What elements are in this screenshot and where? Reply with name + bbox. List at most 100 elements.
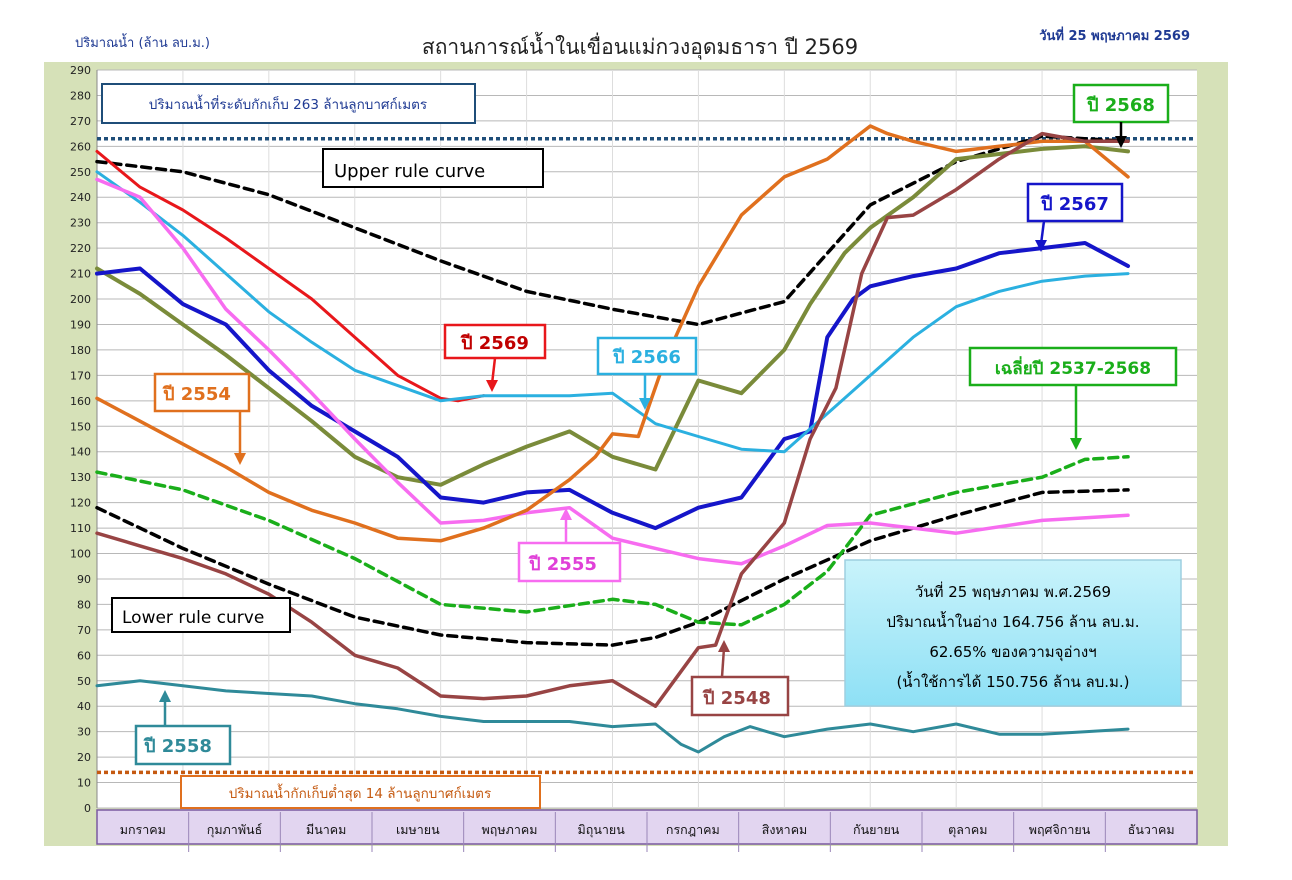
- info-date: วันที่ 25 พฤษภาคม พ.ศ.2569: [915, 581, 1111, 601]
- y-tick-label: 30: [77, 726, 91, 739]
- label-2566: ปี 2566: [596, 336, 698, 410]
- label-2554-text: ปี 2554: [162, 384, 231, 405]
- y-tick-label: 260: [70, 140, 91, 153]
- label-2567-arrowhead: [1035, 240, 1047, 252]
- info-usable: (น้ำใช้การได้ 150.756 ล้าน ลบ.ม.): [896, 671, 1129, 691]
- y-tick-label: 110: [70, 522, 91, 535]
- y-tick-label: 250: [70, 166, 91, 179]
- label-2548-arrow: [720, 647, 726, 678]
- label-2567-text: ปี 2567: [1040, 194, 1109, 215]
- label-2569-arrow: [490, 357, 497, 385]
- chart-title: สถานการณ์น้ำในเขื่อนแม่กวงอุดมธารา ปี 25…: [422, 32, 858, 60]
- y-tick-label: 0: [84, 802, 91, 815]
- series-line: [95, 144, 1130, 487]
- label-2554-box: [153, 372, 251, 413]
- y-tick-label: 240: [70, 191, 91, 204]
- label-2548-box: [690, 675, 790, 717]
- y-tick-label: 280: [70, 89, 91, 102]
- month-label: กุมภาพันธ์: [207, 822, 262, 838]
- y-tick-label: 80: [77, 598, 91, 611]
- y-tick-label: 140: [70, 446, 91, 459]
- month-label: กันยายน: [853, 822, 900, 837]
- label-2558-box: [134, 724, 232, 766]
- label-min-storage: ปริมาณน้ำกักเก็บต่ำสุด 14 ล้านลูกบาศก์เม…: [180, 775, 541, 809]
- series-line: [95, 170, 1130, 454]
- label-2569-box: [443, 323, 547, 360]
- storage-capacity-box: [101, 83, 476, 124]
- date-label: วันที่ 25 พฤษภาคม 2569: [1039, 26, 1190, 44]
- y-axis-ticks: 0 10 20 30 40 50 60 70 80 90 100 110 120 130 140 150 160…: [70, 64, 91, 815]
- label-2555-box: [517, 541, 622, 583]
- y-tick-label: 60: [77, 649, 91, 662]
- min-storage-text: ปริมาณน้ำกักเก็บต่ำสุด 14 ล้านลูกบาศก์เม…: [229, 783, 491, 802]
- month-label: พฤษภาคม: [482, 822, 538, 837]
- y-tick-label: 220: [70, 242, 91, 255]
- month-label: มิถุนายน: [578, 822, 626, 838]
- label-2566-arrowhead: [639, 398, 651, 410]
- reference-lines: [97, 136, 1193, 775]
- label-average-box: [968, 346, 1178, 387]
- month-labels: มกราคม กุมภาพันธ์ มีนาคม เมษายน พฤษภาคม มิถุน…: [120, 812, 1175, 852]
- y-tick-label: 120: [70, 497, 91, 510]
- label-2558-arrowhead: [159, 690, 171, 702]
- info-percent: 62.65% ของความจุอ่างฯ: [929, 643, 1096, 662]
- label-average-arrowhead: [1070, 438, 1082, 450]
- y-tick-label: 20: [77, 751, 91, 764]
- label-2568-text: ปี 2568: [1086, 95, 1155, 116]
- y-axis-title: ปริมาณน้ำ (ล้าน ลบ.ม.): [75, 33, 210, 51]
- month-label: ธันวาคม: [1128, 822, 1175, 837]
- label-2569-arrowhead: [486, 380, 498, 392]
- label-2555: ปี 2555: [517, 508, 622, 583]
- lower-rule-box: [111, 597, 291, 633]
- y-tick-label: 200: [70, 293, 91, 306]
- y-tick-label: 150: [70, 420, 91, 433]
- label-2558-text: ปี 2558: [143, 736, 212, 757]
- label-2558: ปี 2558: [134, 690, 232, 766]
- y-tick-label: 190: [70, 318, 91, 331]
- series-line: [95, 455, 1130, 627]
- label-2567-box: [1026, 182, 1124, 223]
- label-2569-text: ปี 2569: [460, 333, 529, 354]
- info-box: วันที่ 25 พฤษภาคม พ.ศ.2569 ปริมาณน้ำในอ่…: [844, 559, 1182, 707]
- series-line: [95, 679, 1130, 754]
- label-2568: ปี 2568: [1072, 83, 1170, 148]
- data-series: [95, 124, 1130, 754]
- label-storage-capacity: ปริมาณน้ำที่ระดับกักเก็บ 263 ล้านลูกบาศก…: [101, 83, 476, 124]
- y-tick-label: 10: [77, 777, 91, 790]
- y-tick-label: 130: [70, 471, 91, 484]
- label-lower-rule-curve: Lower rule curve: [111, 597, 291, 633]
- y-tick-label: 70: [77, 624, 91, 637]
- month-label: เมษายน: [396, 822, 440, 837]
- y-tick-label: 180: [70, 344, 91, 357]
- month-label: สิงหาคม: [762, 822, 808, 837]
- month-label: ตุลาคม: [948, 822, 987, 838]
- y-tick-label: 160: [70, 395, 91, 408]
- month-label: มกราคม: [120, 822, 166, 837]
- series-line: [95, 488, 1130, 647]
- label-2566-box: [596, 336, 698, 376]
- y-tick-label: 230: [70, 217, 91, 230]
- y-tick-label: 170: [70, 369, 91, 382]
- min-storage-box: [180, 775, 541, 809]
- series-line: [95, 177, 1130, 566]
- y-tick-label: 100: [70, 548, 91, 561]
- label-2569: ปี 2569: [443, 323, 547, 392]
- y-tick-label: 50: [77, 675, 91, 688]
- month-label: กรกฎาคม: [666, 822, 720, 837]
- y-tick-label: 90: [77, 573, 91, 586]
- label-2555-text: ปี 2555: [528, 554, 597, 575]
- month-label: พฤศจิกายน: [1029, 822, 1091, 837]
- y-tick-label: 210: [70, 268, 91, 281]
- label-2548: ปี 2548: [690, 640, 790, 717]
- lower-rule-text: Lower rule curve: [122, 608, 264, 628]
- label-2555-arrowhead: [560, 508, 572, 520]
- label-2567: ปี 2567: [1026, 182, 1124, 252]
- upper-rule-box: [322, 148, 544, 188]
- label-2554: ปี 2554: [153, 372, 251, 465]
- label-upper-rule-curve: Upper rule curve: [322, 148, 544, 188]
- info-volume: ปริมาณน้ำในอ่าง 164.756 ล้าน ลบ.ม.: [886, 611, 1139, 631]
- label-2548-text: ปี 2548: [702, 688, 771, 709]
- label-average: เฉลี่ยปี 2537-2568: [968, 346, 1178, 450]
- label-2554-arrowhead: [234, 453, 246, 465]
